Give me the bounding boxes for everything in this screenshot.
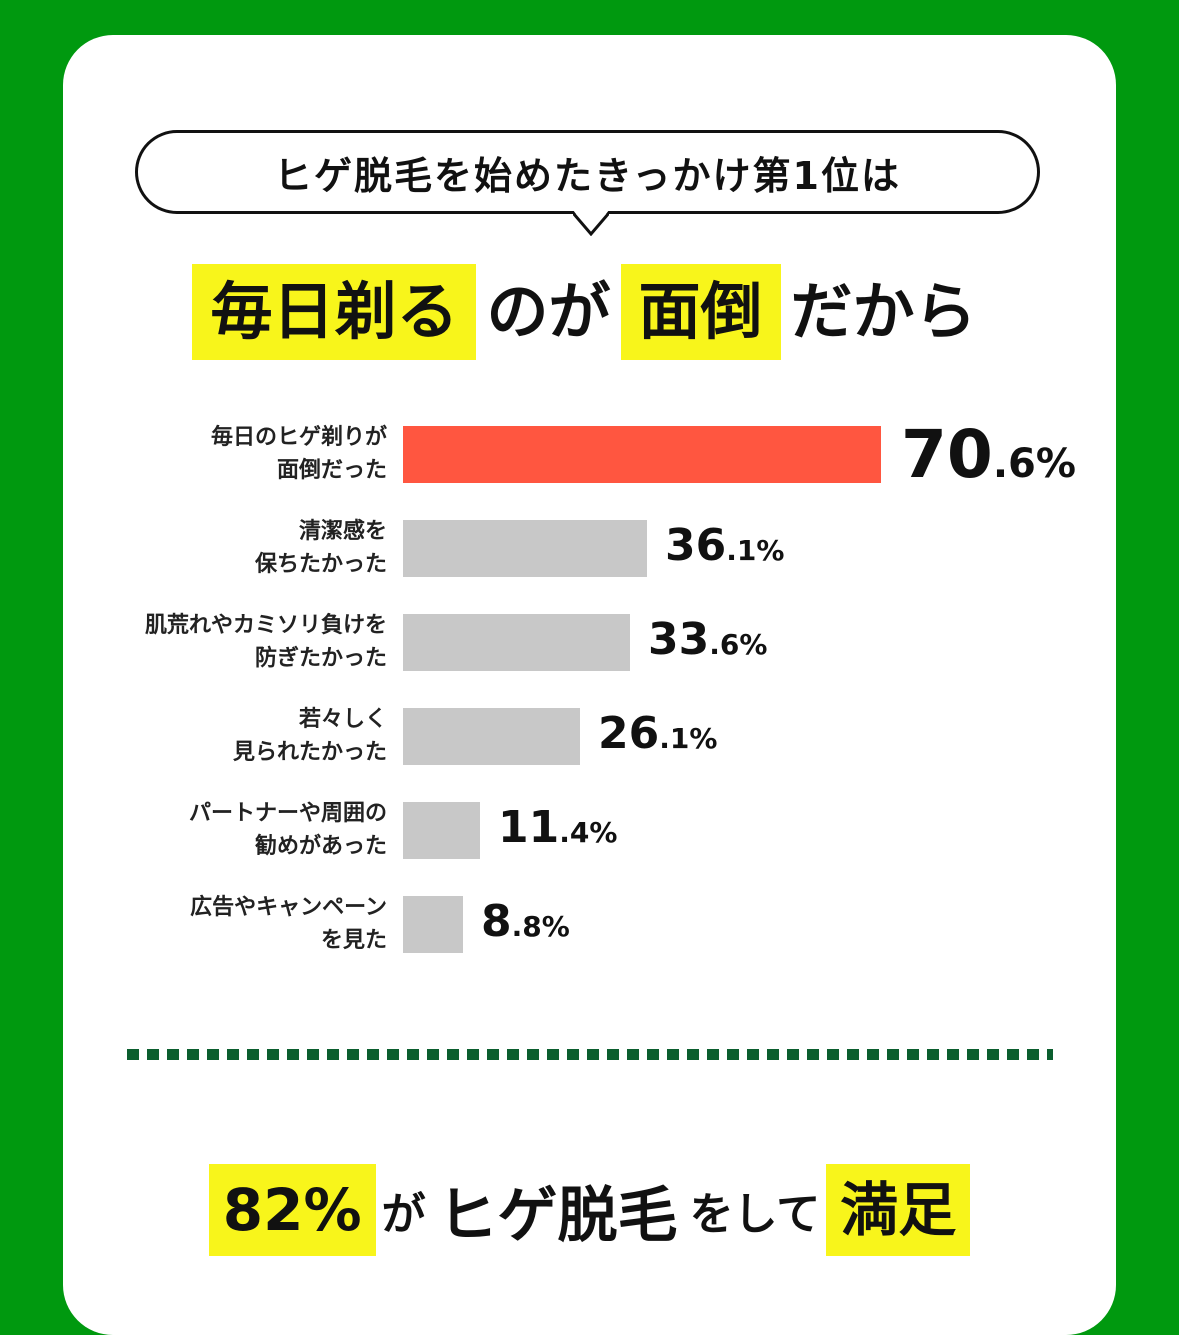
bar-chart: 毎日のヒゲ剃りが 面倒だった 70.6% 清潔感を 保ちたかった 36.1% 肌荒れやカ… — [144, 416, 1076, 953]
footer-highlight-percent: 82% — [208, 1164, 376, 1256]
content-card — [63, 35, 1116, 1335]
value-label: 26.1% — [598, 708, 718, 759]
category-label: 清潔感を 保ちたかった — [254, 519, 387, 577]
headline-highlight-2: 面倒 — [620, 264, 781, 360]
category-label: 広告やキャンペーン を見た — [190, 895, 387, 953]
headline: 毎日剃る のが 面倒 だから — [0, 262, 1179, 362]
bubble-tail — [573, 210, 609, 236]
footer-headline: 82% が ヒゲ脱毛 をして 満足 — [0, 1163, 1179, 1257]
headline-text-2: だから — [790, 275, 977, 348]
bar — [403, 896, 463, 953]
bar — [403, 426, 881, 483]
value-label: 11.4% — [498, 802, 618, 853]
footer-text-ga: が — [381, 1189, 426, 1240]
speech-bubble: ヒゲ脱毛を始めたきっかけ第1位は — [135, 130, 1040, 214]
category-label: 若々しく 見られたかった — [232, 707, 387, 765]
value-label: 8.8% — [481, 896, 570, 947]
footer-text-beard: ヒゲ脱毛 — [437, 1180, 678, 1251]
value-label: 36.1% — [665, 520, 785, 571]
footer-highlight-satisfied: 満足 — [826, 1164, 971, 1256]
value-label: 33.6% — [648, 614, 768, 665]
bar — [403, 708, 580, 765]
value-label: 70.6% — [901, 416, 1076, 493]
bar — [403, 614, 630, 671]
category-label: パートナーや周囲の 勧めがあった — [188, 801, 387, 859]
dotted-divider — [127, 1049, 1053, 1060]
footer-text-shite: をして — [689, 1189, 821, 1240]
bar — [403, 802, 480, 859]
headline-text-1: のが — [486, 275, 611, 348]
category-label: 肌荒れやカミソリ負けを 防ぎたかった — [144, 613, 387, 671]
bar — [403, 520, 647, 577]
bubble-text: ヒゲ脱毛を始めたきっかけ第1位は — [274, 153, 901, 198]
headline-highlight-1: 毎日剃る — [192, 264, 477, 360]
category-label: 毎日のヒゲ剃りが 面倒だった — [210, 425, 387, 483]
